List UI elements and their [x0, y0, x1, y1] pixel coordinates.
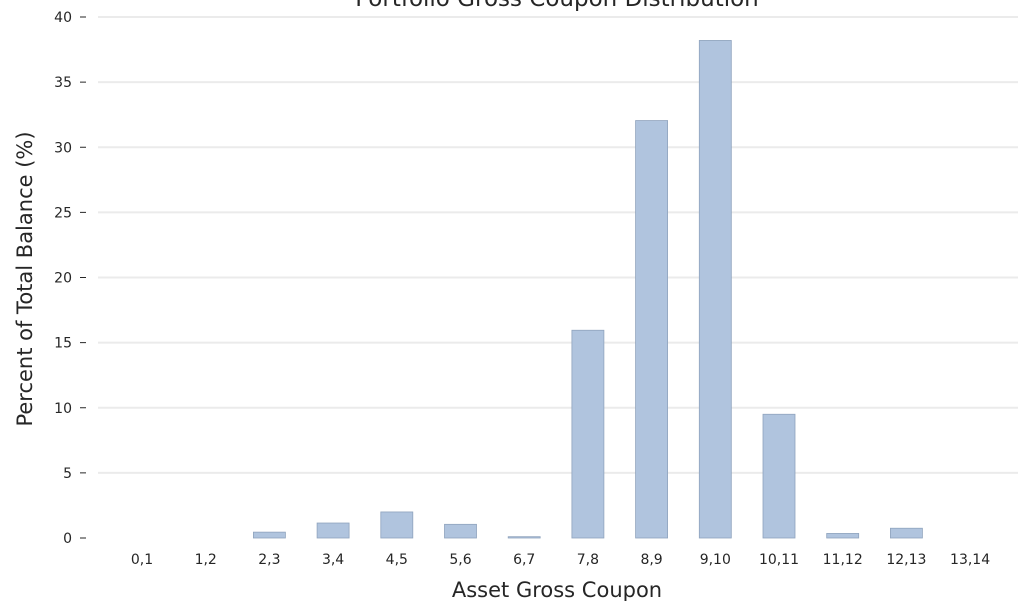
y-tick-label: 5	[63, 466, 72, 482]
bars	[252, 40, 923, 539]
x-tick-label: 4,5	[386, 552, 408, 568]
bar-6-7	[507, 536, 541, 539]
x-tick-label: 13,14	[950, 552, 990, 568]
bar-9-10	[698, 40, 732, 539]
y-axis-ticks: 0 5 10 15 20 25 30 35 40	[54, 10, 86, 547]
gridlines	[98, 16, 1018, 474]
y-tick-label: 10	[54, 401, 72, 417]
bar-10-11	[762, 413, 796, 539]
x-tick-label: 7,8	[577, 552, 599, 568]
bar-7-8	[571, 329, 605, 539]
x-tick-label: 6,7	[513, 552, 535, 568]
y-tick-label: 40	[54, 10, 72, 26]
x-tick-label: 2,3	[258, 552, 280, 568]
x-tick-label: 10,11	[759, 552, 799, 568]
bar-4-5	[380, 511, 414, 539]
x-tick-label: 9,10	[700, 552, 731, 568]
x-axis-ticks: 0,1 1,2 2,3 3,4 4,5 5,6 6,7 7,8 8,9 9,10 10,11 11,1…	[131, 552, 990, 568]
x-tick-label: 0,1	[131, 552, 153, 568]
bar-8-9	[635, 120, 668, 539]
y-tick-label: 15	[54, 336, 72, 352]
x-tick-label: 5,6	[449, 552, 471, 568]
y-axis-title: Percent of Total Balance (%)	[13, 131, 37, 426]
x-tick-label: 12,13	[886, 552, 926, 568]
bar-2-3	[252, 531, 286, 539]
y-tick-label: 30	[54, 140, 72, 156]
chart-title: Portfolio Gross Coupon Distribution	[355, 0, 759, 12]
x-tick-label: 1,2	[195, 552, 217, 568]
bar-12-13	[890, 527, 923, 539]
x-tick-label: 3,4	[322, 552, 344, 568]
y-tick-label: 20	[54, 271, 72, 287]
x-tick-label: 11,12	[823, 552, 863, 568]
y-tick-label: 25	[54, 205, 72, 221]
bar-11-12	[826, 533, 860, 539]
bar-5-6	[444, 523, 477, 539]
x-tick-label: 8,9	[640, 552, 662, 568]
x-axis-title: Asset Gross Coupon	[452, 578, 662, 601]
y-tick-label: 0	[63, 531, 72, 547]
y-tick-label: 35	[54, 75, 72, 91]
bar-3-4	[316, 522, 350, 539]
